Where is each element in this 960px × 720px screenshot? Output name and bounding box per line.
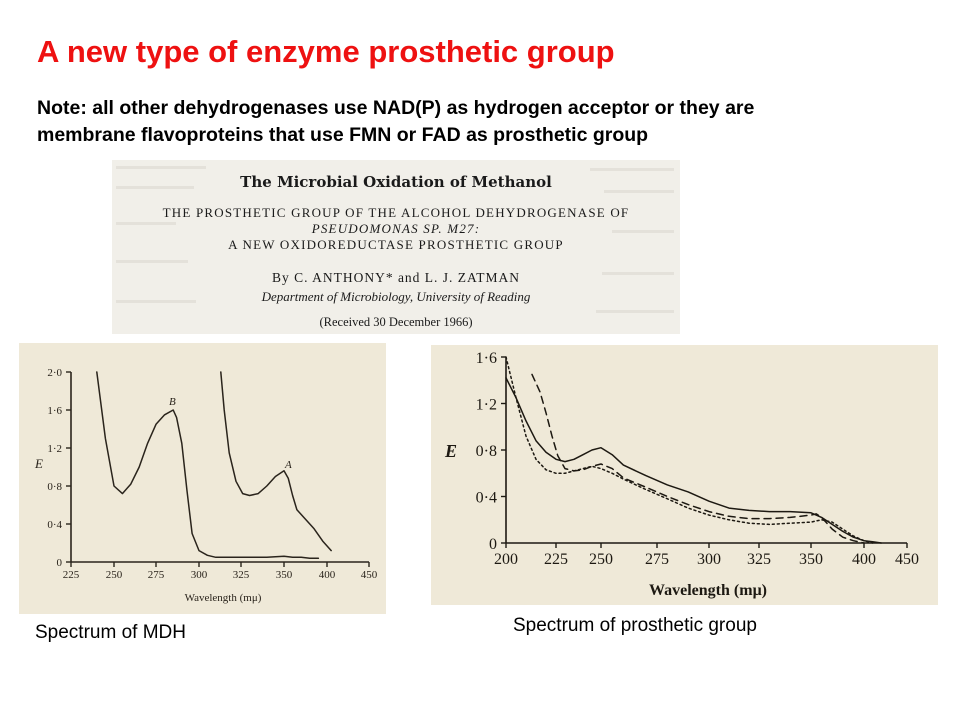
y-tick-label: 0·4 [47, 519, 62, 531]
x-tick-label: 450 [895, 551, 919, 568]
paper-subtitle-line-2: PSEUDOMONAS SP. M27: [311, 221, 481, 236]
x-axis-label: Wavelength (mμ) [649, 582, 767, 599]
series-line-1 [505, 377, 882, 544]
mdh-spectrum-svg: 0 0·4 0·8 1·2 1·6 2·0 225 250 275 300 325 350 400 450… [34, 367, 378, 604]
y-tick-label: 0·8 [47, 481, 62, 493]
x-tick-label: 325 [233, 569, 250, 581]
x-tick-label: 400 [852, 551, 876, 568]
caption-mdh-spectrum: Spectrum of MDH [35, 622, 186, 643]
series-line-1 [96, 371, 320, 559]
x-tick-label: 275 [148, 569, 165, 581]
prosthetic-group-spectrum-svg: 0 0·4 0·8 1·2 1·6 200 225 250 275 300 325 350 400 450… [444, 350, 919, 599]
x-tick-label: 450 [361, 569, 378, 581]
x-tick-label: 275 [645, 551, 669, 568]
x-tick-label: 350 [276, 569, 293, 581]
paper-header-clipping: The Microbial Oxidation of Methanol THE … [112, 160, 680, 334]
slide-title: A new type of enzyme prosthetic group [37, 34, 615, 69]
y-tick-label: 0·8 [476, 443, 497, 460]
paper-authors: By C. ANTHONY* and L. J. ZATMAN [271, 270, 521, 285]
y-tick-label: 1·2 [47, 443, 62, 455]
paper-subtitle-line-1: THE PROSTHETIC GROUP OF THE ALCOHOL DEHY… [162, 205, 630, 220]
series-line-2 [220, 371, 332, 552]
x-tick-label: 200 [494, 551, 518, 568]
x-tick-label: 225 [544, 551, 568, 568]
y-tick-label: 2·0 [47, 367, 62, 379]
paper-title: The Microbial Oxidation of Methanol [240, 173, 552, 191]
x-tick-label: 300 [191, 569, 208, 581]
y-tick-label: 1·6 [476, 350, 497, 367]
paper-department: Department of Microbiology, University o… [261, 289, 531, 304]
paper-subtitle-line-3: A NEW OXIDOREDUCTASE PROSTHETIC GROUP [228, 237, 564, 252]
x-tick-label: 400 [319, 569, 336, 581]
series-line-3 [505, 356, 874, 544]
x-tick-label: 350 [799, 551, 823, 568]
y-tick-label: 0 [57, 557, 63, 569]
x-tick-label: 325 [747, 551, 771, 568]
x-tick-label: 225 [63, 569, 80, 581]
x-tick-label: 250 [589, 551, 613, 568]
y-axis-label: E [34, 456, 43, 471]
series-label-B: B [169, 396, 176, 408]
y-tick-label: 0·4 [476, 489, 497, 506]
y-axis-label: E [444, 441, 457, 461]
caption-prosthetic-group-spectrum: Spectrum of prosthetic group [513, 615, 757, 636]
x-axis-label: Wavelength (mμ) [185, 592, 262, 604]
series-label-A: A [284, 459, 292, 471]
x-tick-label: 250 [106, 569, 123, 581]
y-tick-label: 0 [489, 536, 497, 553]
x-tick-label: 300 [697, 551, 721, 568]
note-text: Note: all other dehydrogenases use NAD(P… [37, 95, 937, 149]
y-tick-label: 1·2 [476, 396, 497, 413]
mdh-spectrum-chart: 0 0·4 0·8 1·2 1·6 2·0 225 250 275 300 325 350 400 450… [19, 343, 386, 614]
note-line-1: Note: all other dehydrogenases use NAD(P… [37, 97, 755, 119]
note-line-2: membrane flavoproteins that use FMN or F… [37, 124, 649, 146]
y-tick-label: 1·6 [47, 405, 62, 417]
prosthetic-group-spectrum-chart: 0 0·4 0·8 1·2 1·6 200 225 250 275 300 325 350 400 450… [431, 345, 938, 605]
series-line-2 [531, 373, 865, 544]
paper-received-date: (Received 30 December 1966) [319, 315, 473, 329]
